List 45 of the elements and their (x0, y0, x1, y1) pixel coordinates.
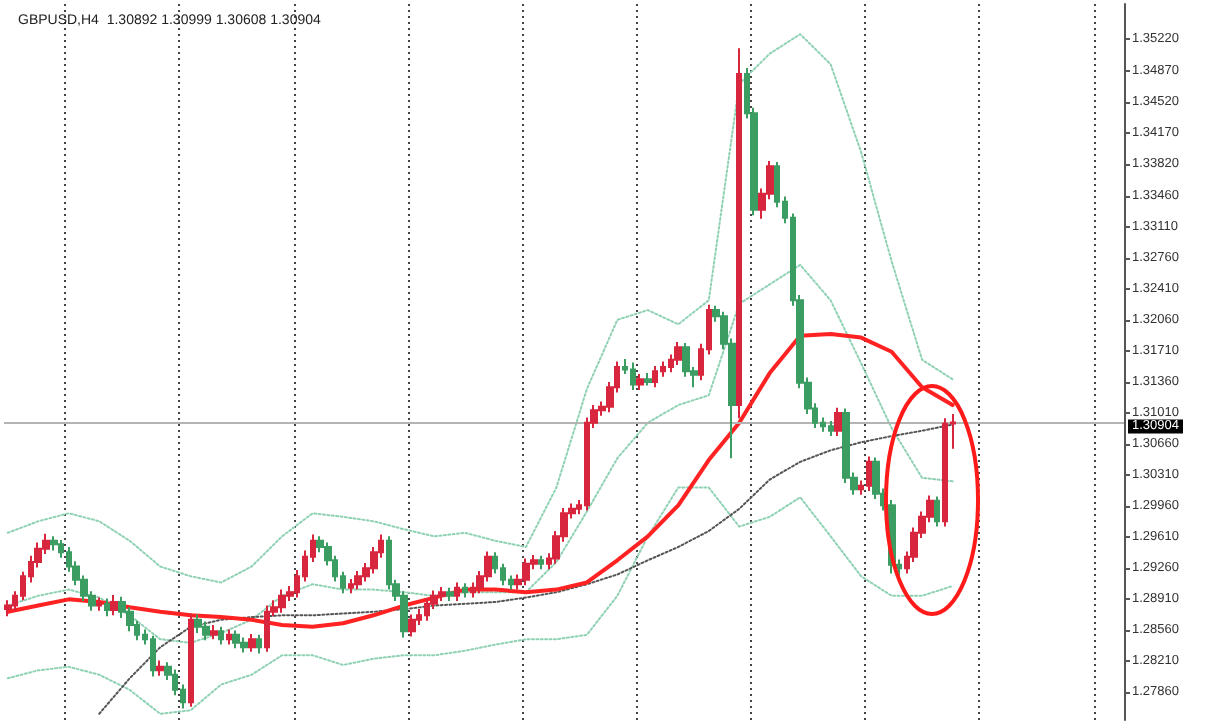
candlestick (104, 597, 110, 618)
candlestick (652, 364, 658, 389)
candlestick (50, 535, 58, 552)
candlestick (446, 586, 454, 603)
candlestick (538, 554, 544, 571)
candlestick (218, 625, 224, 646)
candlestick (674, 341, 682, 367)
candlestick (240, 636, 248, 654)
candlestick (110, 593, 118, 617)
candlestick (348, 577, 354, 595)
candlestick (278, 588, 286, 614)
candlestick (256, 633, 262, 655)
candlestick (4, 599, 12, 618)
candlestick (828, 420, 834, 438)
candlestick (202, 620, 210, 642)
candlestick (232, 629, 240, 650)
candlestick (942, 417, 948, 528)
line-series (6, 486, 954, 715)
line-series (6, 263, 954, 644)
candlestick (264, 604, 270, 653)
candlestick (424, 597, 430, 622)
candlestick (462, 582, 468, 599)
line-series (5, 332, 955, 629)
candlestick (834, 406, 842, 438)
candlestick (156, 659, 164, 677)
candlestick (96, 596, 102, 612)
candlestick (522, 557, 530, 587)
candlestick (630, 361, 636, 391)
candlestick (644, 372, 652, 387)
candlestick (736, 47, 742, 420)
candlestick (226, 628, 232, 646)
candlestick (454, 581, 460, 603)
candlestick (248, 632, 256, 653)
candlestick (934, 495, 940, 528)
candlestick (636, 372, 644, 391)
line-series (98, 423, 954, 715)
line-series (6, 33, 954, 584)
candlestick (210, 624, 218, 641)
candlestick (866, 455, 872, 493)
candlestick (408, 613, 416, 638)
candlestick (354, 569, 362, 591)
candlestick (194, 613, 202, 635)
candlestick (150, 634, 156, 678)
candlestick (438, 585, 446, 603)
candlestick (188, 612, 194, 708)
